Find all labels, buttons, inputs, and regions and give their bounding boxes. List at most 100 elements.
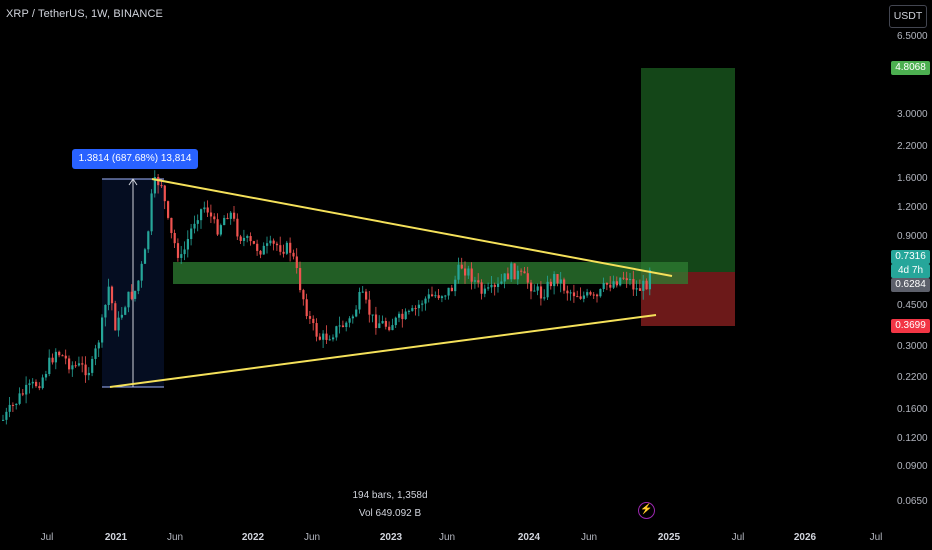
candle-body <box>533 290 536 292</box>
upper-trendline[interactable] <box>151 178 673 277</box>
candle-body <box>315 323 318 337</box>
lightning-icon[interactable]: ⚡ <box>638 502 655 519</box>
candle-body <box>209 212 213 217</box>
candle-body <box>308 316 312 319</box>
symbol-title[interactable]: XRP / TetherUS, 1W, BINANCE <box>6 8 163 20</box>
candle-body <box>150 193 153 232</box>
candle-body <box>447 287 450 296</box>
candle-body <box>612 281 615 288</box>
candle-body <box>480 282 483 294</box>
candle-body <box>206 207 209 213</box>
target-zone[interactable] <box>641 68 735 272</box>
candle-body <box>648 270 651 290</box>
bar-countdown-tag: 4d 7h <box>891 264 930 278</box>
candle-body <box>345 322 348 327</box>
measure-arrow-head <box>128 178 138 186</box>
volume-info: Vol 649.092 B <box>358 508 422 519</box>
candle-body <box>615 281 618 286</box>
candle-body <box>635 288 638 290</box>
candle-body <box>523 271 526 274</box>
candle-body <box>467 268 470 276</box>
candle-body <box>483 288 486 294</box>
candle-body <box>216 219 219 235</box>
candle-body <box>487 287 490 289</box>
currency-button[interactable]: USDT <box>889 5 927 28</box>
candle-body <box>117 317 120 331</box>
candle-body <box>642 280 645 291</box>
candle-body <box>516 270 519 280</box>
candle-body <box>35 381 38 387</box>
candle-body <box>114 303 117 331</box>
candle-body <box>183 249 186 255</box>
candle-body <box>266 243 269 246</box>
candle-body <box>5 411 8 420</box>
candle-body <box>556 274 559 284</box>
candle-body <box>81 363 84 365</box>
candle-body <box>424 298 427 304</box>
time-tick: 2022 <box>241 532 265 543</box>
candle-body <box>328 339 331 341</box>
candle-body <box>137 280 140 291</box>
candle-body <box>539 286 543 299</box>
candle-body <box>374 314 378 329</box>
candle-body <box>200 209 203 221</box>
candle-body <box>15 403 18 406</box>
measure-label: 1.3814 (687.68%) 13,814 <box>72 149 198 169</box>
candle-body <box>94 348 97 359</box>
time-tick: Jun <box>580 532 598 543</box>
candle-body <box>104 304 107 318</box>
price-tick: 0.0900 <box>897 461 928 472</box>
candle-body <box>457 264 460 280</box>
candle-body <box>48 357 51 375</box>
candle-body <box>625 278 628 281</box>
candle-body <box>41 377 44 389</box>
candle-body <box>530 282 533 292</box>
candle-body <box>153 176 156 194</box>
candle-body <box>322 333 325 340</box>
entry-price-tag: 0.6284 <box>891 278 930 292</box>
candle-body <box>305 299 308 317</box>
candle-body <box>520 270 523 272</box>
candle-body <box>140 263 143 281</box>
candle-body <box>470 268 473 282</box>
candle-body <box>91 358 94 373</box>
candle-body <box>239 236 242 241</box>
candle-body <box>325 333 328 340</box>
lower-trendline[interactable] <box>109 314 657 388</box>
candlestick-series <box>2 170 651 425</box>
time-tick: 2023 <box>379 532 403 543</box>
candle-body <box>510 263 513 280</box>
last-price-tag: 0.7316 <box>891 250 930 264</box>
candle-body <box>229 212 232 219</box>
candle-body <box>84 364 87 376</box>
candle-body <box>503 273 506 282</box>
candle-body <box>18 393 21 404</box>
candle-body <box>193 223 196 229</box>
candle-body <box>71 365 74 370</box>
candle-body <box>249 236 252 242</box>
candle-body <box>64 355 67 359</box>
candle-body <box>394 317 397 326</box>
price-tick: 0.3000 <box>897 341 928 352</box>
candle-body <box>101 317 104 343</box>
candle-body <box>586 292 589 296</box>
candle-body <box>388 326 391 331</box>
candle-body <box>2 419 5 421</box>
candle-body <box>312 318 315 324</box>
candle-body <box>490 284 493 288</box>
candle-body <box>186 239 189 250</box>
support-resistance-zone[interactable] <box>173 262 688 284</box>
candle-body <box>365 291 368 300</box>
price-tick: 3.0000 <box>897 109 928 120</box>
candle-body <box>242 237 246 241</box>
candle-body <box>11 404 15 406</box>
candle-body <box>460 264 463 269</box>
time-tick: Jun <box>166 532 184 543</box>
candle-body <box>645 280 648 290</box>
candle-body <box>444 295 447 297</box>
candle-body <box>299 268 302 291</box>
candle-body <box>493 284 496 287</box>
candle-body <box>589 292 592 295</box>
candle-body <box>180 254 183 258</box>
